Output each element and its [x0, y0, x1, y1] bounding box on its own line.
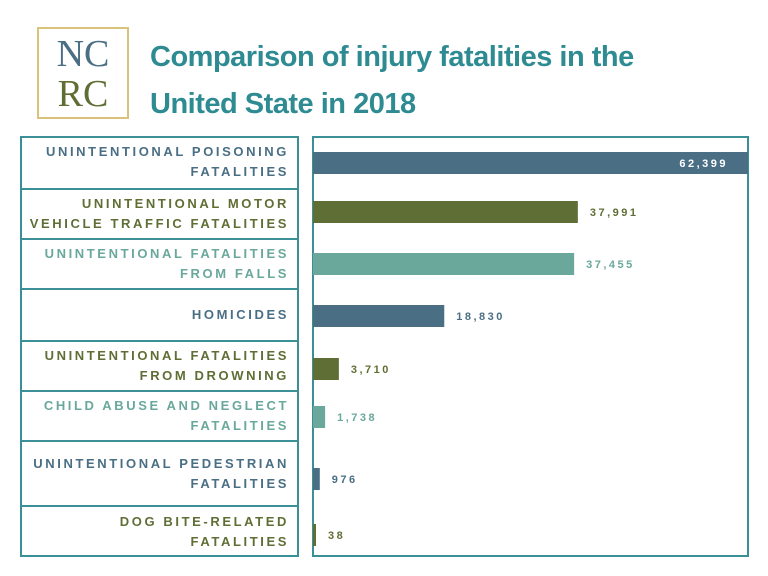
data-label: 62,399 [679, 158, 728, 170]
ncrc-logo: NC RC [37, 27, 129, 119]
bar [313, 152, 748, 174]
bar [313, 358, 339, 380]
bar [313, 253, 575, 275]
bar [313, 524, 316, 546]
bar [313, 406, 326, 428]
bar [313, 201, 578, 223]
data-label: 37,455 [586, 259, 635, 271]
data-label: 1,738 [337, 412, 377, 424]
data-label: 3,710 [351, 364, 391, 376]
data-label: 38 [328, 530, 345, 542]
chart-title: Comparison of injury fatalities in the Un… [150, 41, 634, 120]
category-label: DOG BITE-RELATED FATALITIES [119, 514, 289, 549]
category-label: UNINTENTIONAL FATALITIES FROM FALLS [22, 240, 297, 290]
data-label: 18,830 [456, 311, 505, 323]
category-label: UNINTENTIONAL POISONING FATALITIES [22, 136, 297, 190]
category-labels-panel: UNINTENTIONAL POISONING FATALITIES UNINTE… [20, 136, 299, 557]
data-label: 37,991 [590, 207, 639, 219]
category-label: CHILD ABUSE AND NEGLECT FATALITIES [22, 392, 297, 442]
category-label: UNINTENTIONAL PEDESTRIAN FATALITIES [22, 442, 297, 507]
bars-panel [312, 136, 749, 557]
category-label: UNINTENTIONAL MOTOR VEHICLE TRAFFIC FATA… [22, 190, 297, 240]
bar [313, 305, 445, 327]
data-label: 976 [332, 474, 358, 486]
category-label: HOMICIDES [22, 290, 297, 342]
bar [313, 468, 320, 490]
category-label: UNINTENTIONAL FATALITIES FROM DROWNING [22, 342, 297, 392]
